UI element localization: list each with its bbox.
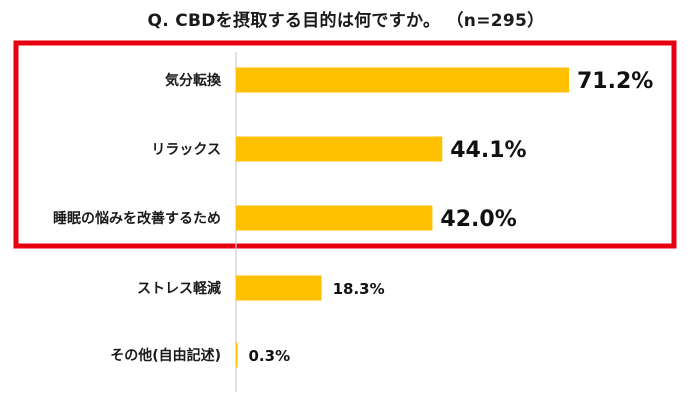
category-label: ストレス軽減 xyxy=(137,280,221,297)
data-label: 18.3% xyxy=(333,280,385,298)
chart-title: Q. CBDを摂取する目的は何ですか。 （n=295） xyxy=(147,11,545,31)
data-label: 71.2% xyxy=(577,69,653,94)
category-label: 睡眠の悩みを改善するため xyxy=(53,210,221,227)
data-label: 0.3% xyxy=(249,347,291,365)
bar xyxy=(236,205,433,231)
data-label: 44.1% xyxy=(450,138,526,163)
data-label: 42.0% xyxy=(440,207,516,232)
bar xyxy=(236,136,443,162)
bar xyxy=(236,342,238,368)
bar xyxy=(236,67,569,93)
highlight-box xyxy=(13,40,677,249)
bars-group: 気分転換 71.2% リラックス 44.1% 睡眠の悩みを改善するため 42.0% ストレス… xyxy=(53,67,653,368)
bar xyxy=(236,275,322,301)
category-label: 気分転換 xyxy=(165,72,222,89)
category-label: リラックス xyxy=(151,142,221,158)
category-label: その他(自由記述) xyxy=(110,347,221,364)
